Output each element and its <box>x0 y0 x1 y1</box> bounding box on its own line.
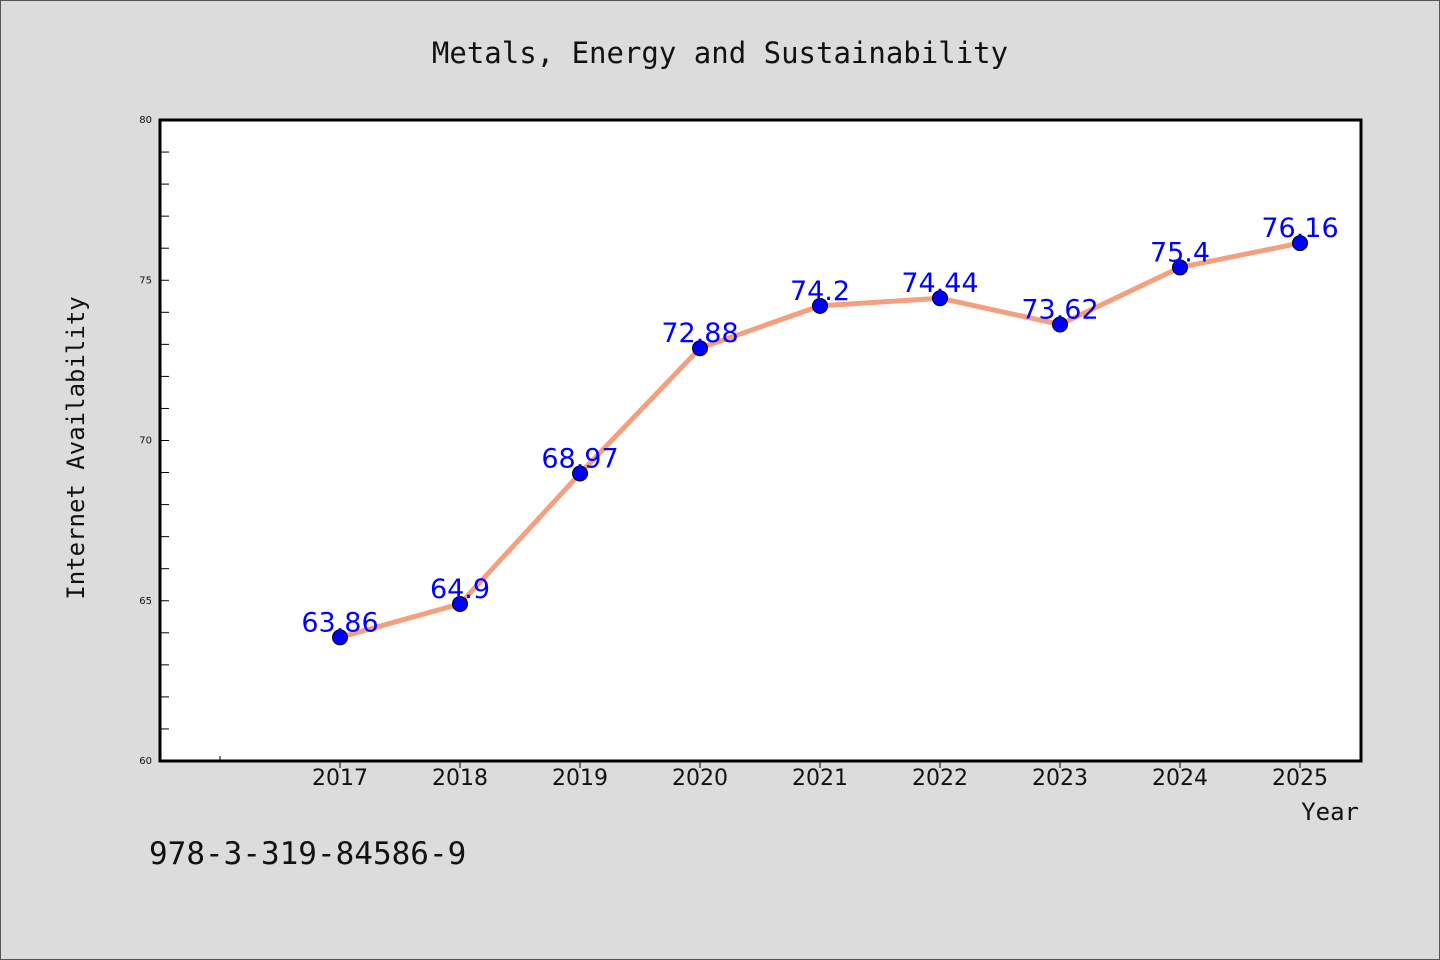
data-label: 73.62 <box>1021 294 1098 325</box>
data-point <box>1052 316 1068 333</box>
data-point <box>1172 259 1188 276</box>
y-axis-label: Internet Availability <box>62 296 90 599</box>
x-tick-label: 2020 <box>672 766 728 791</box>
data-label: 72.88 <box>661 318 738 349</box>
y-tick-label: 75 <box>139 275 152 286</box>
data-point <box>932 290 948 307</box>
y-tick-label: 60 <box>139 756 152 767</box>
data-label: 68.97 <box>541 444 618 475</box>
chart-title: Metals, Energy and Sustainability <box>432 36 1008 70</box>
x-tick-label: 2022 <box>912 766 968 791</box>
x-axis: 2017 2018 2019 2020 2021 2022 2023 2024 2025 <box>219 756 1328 791</box>
data-point <box>812 297 828 314</box>
isbn-label: 978-3-319-84586-9 <box>149 836 466 872</box>
data-label: 64.9 <box>430 574 490 605</box>
x-tick-label: 2023 <box>1032 766 1088 791</box>
x-tick-label: 2021 <box>792 766 848 791</box>
data-label: 74.44 <box>901 268 978 299</box>
data-point <box>332 629 348 646</box>
x-tick-label: 2017 <box>312 766 368 791</box>
x-axis-label: Year <box>1301 798 1359 826</box>
y-axis: 60 65 70 75 80 <box>139 115 169 767</box>
data-label: 63.86 <box>301 607 378 638</box>
x-tick-label: 2024 <box>1152 766 1208 791</box>
y-tick-label: 70 <box>139 436 152 447</box>
data-label: 76.16 <box>1261 213 1338 244</box>
data-label: 74.2 <box>790 276 850 307</box>
x-tick-label: 2025 <box>1272 766 1328 791</box>
data-point <box>1292 235 1308 252</box>
data-point <box>692 340 708 357</box>
series-group: 63.86 64.9 68.97 72.88 74.2 74.44 73.62 75.4 76.… <box>301 213 1339 646</box>
data-point <box>452 595 468 612</box>
y-tick-label: 65 <box>139 596 152 607</box>
y-tick-label: 80 <box>139 115 152 126</box>
x-tick-label: 2019 <box>552 766 608 791</box>
data-label: 75.4 <box>1150 237 1210 268</box>
data-point <box>572 465 588 482</box>
x-tick-label: 2018 <box>432 766 488 791</box>
plot-area <box>158 118 1363 763</box>
